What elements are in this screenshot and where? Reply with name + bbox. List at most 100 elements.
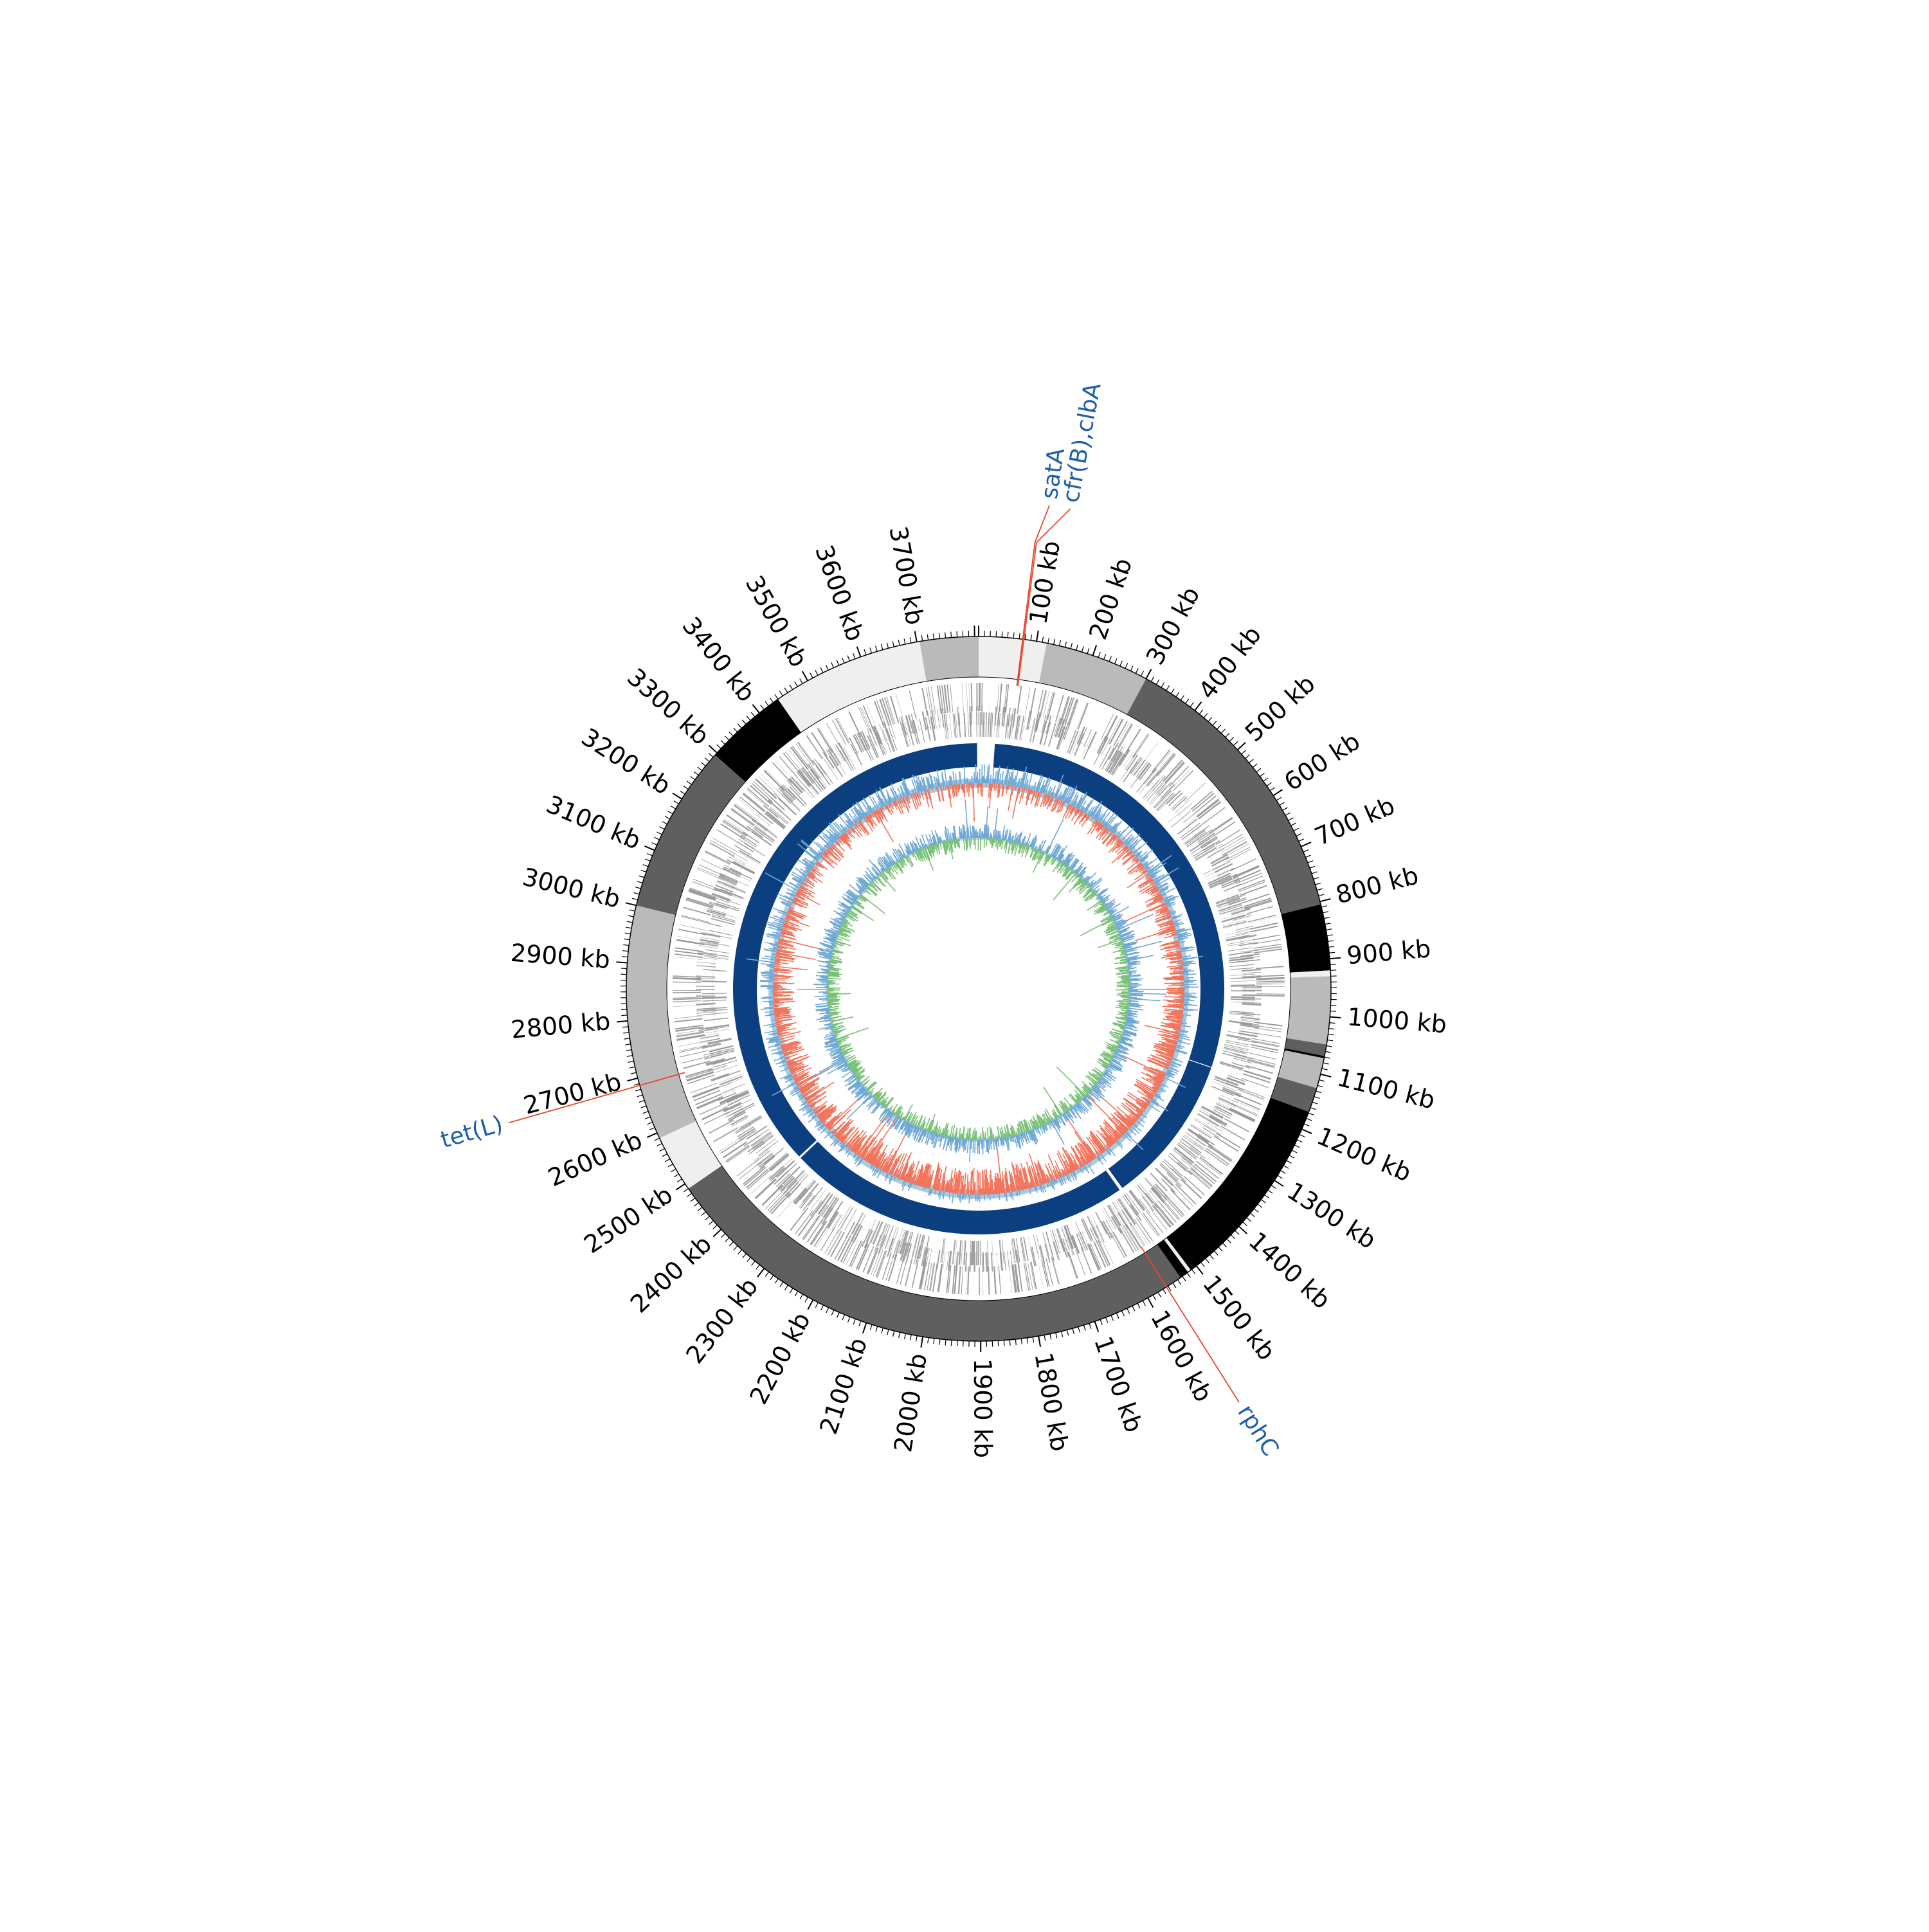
- minor-tick: [1176, 692, 1179, 696]
- minor-tick: [876, 646, 878, 652]
- cds-feature: [1053, 1241, 1058, 1260]
- minor-tick: [1190, 702, 1193, 707]
- cds-feature: [1036, 1234, 1042, 1258]
- minor-tick: [622, 951, 628, 952]
- minor-tick: [939, 1339, 940, 1345]
- minor-tick: [837, 1312, 840, 1317]
- minor-tick: [1297, 1140, 1302, 1142]
- minor-tick: [705, 758, 709, 762]
- cds-feature: [978, 1241, 979, 1265]
- minor-tick: [627, 921, 633, 923]
- major-tick: [752, 705, 759, 713]
- gc-content-bar: [1183, 965, 1190, 966]
- gc-skew-bar: [1072, 875, 1078, 882]
- cds-feature: [817, 728, 833, 753]
- minor-tick: [1076, 645, 1078, 651]
- cds-feature: [1234, 1098, 1260, 1110]
- minor-tick: [820, 667, 823, 673]
- minor-tick: [779, 691, 783, 696]
- minor-tick: [709, 1221, 714, 1225]
- minor-tick: [674, 801, 679, 804]
- cds-feature: [739, 850, 761, 863]
- major-tick: [1093, 646, 1097, 656]
- minor-tick: [671, 806, 676, 809]
- minor-tick: [1141, 671, 1143, 676]
- contig-segment-1: [979, 636, 1047, 683]
- gc-content-bar: [1063, 1175, 1064, 1176]
- cds-feature: [1223, 921, 1247, 928]
- cds-feature: [1152, 1187, 1165, 1202]
- major-tick: [1321, 1074, 1331, 1077]
- cds-feature: [1017, 686, 1022, 714]
- cds-feature: [797, 742, 814, 765]
- gc-content-bar: [1184, 997, 1197, 998]
- major-tick: [1274, 1180, 1283, 1186]
- cds-feature: [999, 1266, 1001, 1294]
- gc-content-bar: [861, 820, 862, 822]
- minor-tick: [1136, 668, 1138, 673]
- major-tick: [644, 846, 655, 851]
- gc-content-bar: [1137, 857, 1138, 858]
- minor-tick: [1227, 1239, 1231, 1243]
- minor-tick: [652, 843, 657, 845]
- minor-tick: [1130, 665, 1133, 671]
- major-tick: [1302, 1129, 1312, 1133]
- cds-feature: [673, 992, 701, 993]
- major-tick: [647, 1133, 657, 1137]
- cds-feature: [1171, 768, 1191, 789]
- major-tick: [617, 1021, 628, 1022]
- tick-label-800: 800 kb: [1333, 861, 1422, 909]
- minor-tick: [1042, 636, 1044, 642]
- minor-tick: [1329, 952, 1335, 953]
- cds-feature: [1023, 1237, 1028, 1261]
- cds-feature: [1249, 917, 1276, 924]
- minor-tick: [621, 968, 627, 969]
- cds-feature: [1238, 1088, 1264, 1099]
- cds-feature: [744, 842, 765, 856]
- gc-content-bar: [967, 784, 968, 793]
- minor-tick: [770, 1276, 774, 1280]
- cds-feature: [1229, 1108, 1255, 1121]
- gc-content-bar: [1184, 1000, 1195, 1001]
- minor-tick: [1267, 782, 1271, 786]
- cds-feature: [1154, 751, 1172, 773]
- minor-tick: [1249, 759, 1254, 763]
- cds-feature: [735, 845, 752, 855]
- cds-feature: [962, 683, 964, 712]
- minor-tick: [1330, 964, 1336, 965]
- cds-feature: [1069, 1252, 1078, 1279]
- tick-label-2800: 2800 kb: [510, 1007, 611, 1044]
- gc-content-bar: [772, 1025, 776, 1026]
- gc-content-bar: [1135, 928, 1175, 941]
- minor-tick: [633, 892, 639, 894]
- cds-feature: [1226, 1035, 1251, 1041]
- cds-feature: [838, 1206, 851, 1227]
- gc-content-bar: [959, 784, 960, 789]
- minor-tick: [1247, 1218, 1251, 1222]
- minor-tick: [881, 644, 882, 650]
- minor-tick: [815, 1303, 818, 1308]
- cds-feature: [1152, 750, 1170, 772]
- cds-feature: [1010, 1250, 1013, 1270]
- gc-content-bar: [1163, 1080, 1164, 1081]
- gc-content-bar: [763, 997, 773, 998]
- cds-feature: [675, 1018, 703, 1022]
- minor-tick: [848, 1317, 850, 1322]
- tick-label-2200: 2200 kb: [744, 1308, 816, 1409]
- minor-tick: [1106, 1317, 1108, 1323]
- cds-feature: [1124, 1225, 1139, 1250]
- cds-feature: [685, 1068, 713, 1077]
- minor-tick: [649, 1128, 655, 1130]
- cds-feature: [1078, 703, 1089, 730]
- cds-feature: [772, 762, 792, 784]
- cds-feature: [702, 1000, 727, 1002]
- tick-label-1200: 1200 kb: [1313, 1122, 1416, 1187]
- minor-tick: [1327, 1045, 1332, 1046]
- minor-tick: [765, 701, 768, 706]
- minor-tick: [1226, 733, 1229, 737]
- cds-feature: [675, 1019, 703, 1023]
- minor-tick: [1013, 633, 1014, 638]
- minor-tick: [721, 740, 725, 744]
- minor-tick: [784, 688, 788, 693]
- gc-content-bar: [994, 778, 995, 783]
